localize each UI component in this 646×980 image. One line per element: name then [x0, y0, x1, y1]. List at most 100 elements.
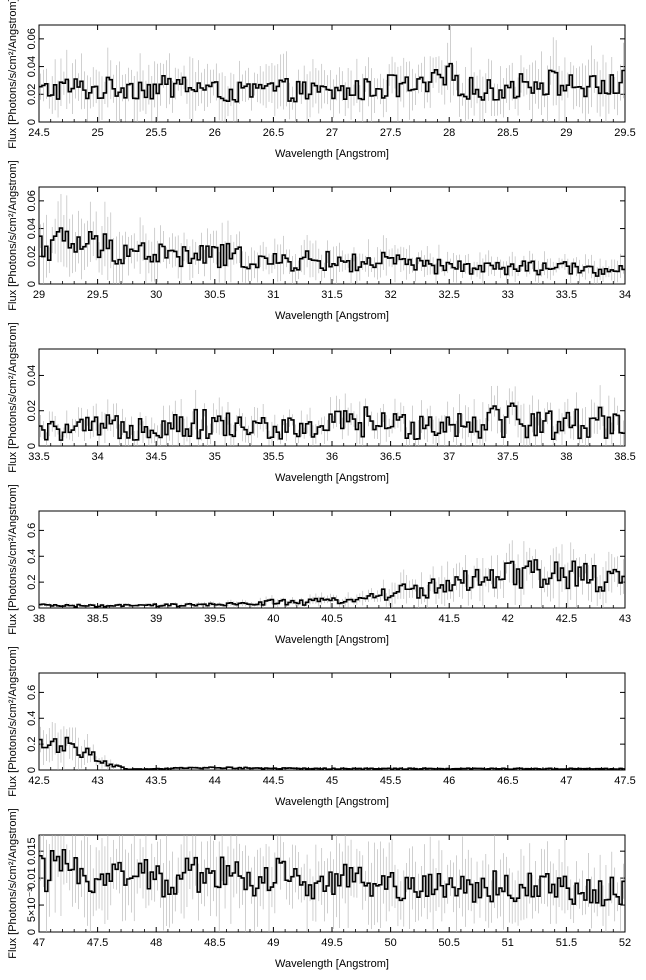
spectrum-line	[39, 402, 625, 441]
spectrum-line	[39, 848, 625, 907]
y-tick-label: 0.01	[26, 867, 38, 888]
x-tick-label: 49	[267, 937, 279, 949]
spectrum-line	[39, 62, 625, 103]
x-tick-label: 41.5	[438, 613, 459, 625]
x-tick-label: 34	[619, 289, 631, 301]
x-tick-label: 39.5	[204, 613, 225, 625]
y-axis-label: Flux [Photons/s/cm²/Angstrom]	[7, 646, 19, 796]
x-tick-label: 45	[326, 775, 338, 787]
spectrum-line	[39, 736, 625, 770]
plot-frame	[38, 672, 626, 771]
x-tick-label: 32	[384, 289, 396, 301]
x-tick-label: 31	[267, 289, 279, 301]
x-tick-label: 44.5	[263, 775, 284, 787]
x-tick-label: 34.5	[145, 451, 166, 463]
y-tick-label: 0.4	[26, 711, 38, 726]
x-tick-label: 43	[619, 613, 631, 625]
x-tick-label: 38	[560, 451, 572, 463]
spectrum-data	[39, 25, 625, 122]
x-tick-label: 28.5	[497, 127, 518, 139]
y-tick-label: 0	[26, 929, 38, 935]
x-tick-label: 38.5	[614, 451, 635, 463]
x-tick-label: 40	[267, 613, 279, 625]
x-tick-label: 43.5	[145, 775, 166, 787]
x-tick-label: 46	[443, 775, 455, 787]
x-tick-label: 32.5	[438, 289, 459, 301]
x-tick-label: 29.5	[614, 127, 635, 139]
y-tick-label: 0	[26, 119, 38, 125]
y-axis-label: Flux [Photons/s/cm²/Angstrom]	[7, 808, 19, 958]
x-tick-label: 33.5	[28, 451, 49, 463]
x-tick-label: 33	[502, 289, 514, 301]
spectrum-data	[39, 194, 625, 284]
x-tick-label: 52	[619, 937, 631, 949]
x-tick-label: 48.5	[204, 937, 225, 949]
x-tick-label: 25.5	[145, 127, 166, 139]
y-tick-label: 0	[26, 443, 38, 449]
x-tick-label: 28	[443, 127, 455, 139]
x-tick-label: 42.5	[556, 613, 577, 625]
x-axis-label: Wavelength [Angstrom]	[275, 634, 389, 646]
y-tick-label: 0.06	[26, 28, 38, 49]
x-tick-label: 24.5	[28, 127, 49, 139]
x-tick-label: 36.5	[380, 451, 401, 463]
spectrum-data	[39, 722, 625, 770]
x-tick-label: 37	[443, 451, 455, 463]
x-tick-label: 47	[560, 775, 572, 787]
x-tick-label: 47.5	[87, 937, 108, 949]
y-axis-label: Flux [Photons/s/cm²/Angstrom]	[7, 160, 19, 310]
x-tick-label: 33.5	[556, 289, 577, 301]
y-axis-label: Flux [Photons/s/cm²/Angstrom]	[7, 0, 19, 149]
spectrum-line	[39, 227, 625, 277]
y-tick-label: 0.02	[26, 400, 38, 421]
x-tick-label: 30.5	[204, 289, 225, 301]
x-tick-label: 29.5	[87, 289, 108, 301]
x-axis-label: Wavelength [Angstrom]	[275, 148, 389, 160]
spectrum-panel-4: 38 38.5 39 39.5 40 40.5 41 41.5 42 42.5 43 0 0.2 0.4 0…	[7, 484, 631, 646]
x-tick-label: 42.5	[28, 775, 49, 787]
x-tick-label: 27	[326, 127, 338, 139]
spectrum-panel-5: 42.5 43 43.5 44 44.5 45 45.5 46 46.5 47 47.5 0 0.2 0.…	[7, 646, 636, 808]
x-tick-label: 47.5	[614, 775, 635, 787]
plot-frame	[38, 186, 626, 285]
spectrum-panel-1: 24.5 25 25.5 26 26.5 27 27.5 28 28.5 29 29.5 0 0.02 0…	[7, 0, 636, 160]
x-tick-label: 27.5	[380, 127, 401, 139]
y-tick-label: 0.2	[26, 574, 38, 589]
x-tick-label: 40.5	[321, 613, 342, 625]
y-tick-label: 0	[26, 605, 38, 611]
x-axis-label: Wavelength [Angstrom]	[275, 472, 389, 484]
spectrum-panel-3: 33.5 34 34.5 35 35.5 36 36.5 37 37.5 38 38.5 0 0.02 0…	[7, 322, 636, 484]
x-tick-label: 42	[502, 613, 514, 625]
x-tick-label: 39	[150, 613, 162, 625]
x-axis-label: Wavelength [Angstrom]	[275, 796, 389, 808]
y-tick-label: 0.4	[26, 549, 38, 564]
x-tick-label: 30	[150, 289, 162, 301]
x-tick-label: 26.5	[263, 127, 284, 139]
x-tick-label: 29	[33, 289, 45, 301]
y-tick-label: 0	[26, 281, 38, 287]
x-tick-label: 35.5	[263, 451, 284, 463]
x-tick-label: 34	[91, 451, 103, 463]
y-tick-label: 0.06	[26, 190, 38, 211]
x-tick-label: 45.5	[380, 775, 401, 787]
x-tick-label: 43	[91, 775, 103, 787]
x-tick-label: 50	[384, 937, 396, 949]
x-tick-label: 49.5	[321, 937, 342, 949]
x-tick-label: 35	[209, 451, 221, 463]
y-tick-label: 0.6	[26, 685, 38, 700]
x-axis-label: Wavelength [Angstrom]	[275, 958, 389, 970]
x-tick-label: 29	[560, 127, 572, 139]
x-tick-label: 25	[91, 127, 103, 139]
x-tick-label: 48	[150, 937, 162, 949]
spectrum-data	[39, 835, 625, 932]
x-axis-label: Wavelength [Angstrom]	[275, 310, 389, 322]
y-tick-label: 0.6	[26, 523, 38, 538]
y-tick-label: 0.015	[26, 837, 38, 865]
x-tick-label: 47	[33, 937, 45, 949]
y-tick-label: 0.02	[26, 246, 38, 267]
plot-frame	[38, 24, 626, 123]
x-tick-label: 51	[502, 937, 514, 949]
y-tick-label: 0.02	[26, 84, 38, 105]
x-tick-label: 51.5	[556, 937, 577, 949]
